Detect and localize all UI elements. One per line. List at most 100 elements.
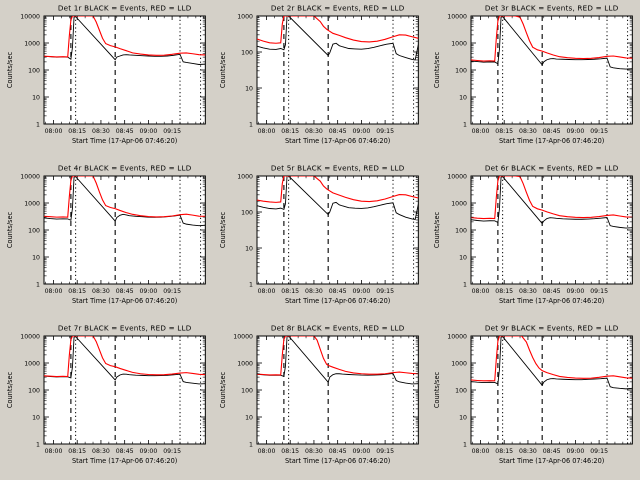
y-tick-label: 10000 xyxy=(447,333,467,340)
x-tick-label: 08:30 xyxy=(305,128,323,135)
x-tick-label: 09:15 xyxy=(377,288,395,295)
x-tick-label: 09:15 xyxy=(590,288,608,295)
x-tick-label: 09:00 xyxy=(353,128,371,135)
series-events xyxy=(43,336,206,385)
y-axis-label: Counts/sec xyxy=(6,51,14,88)
x-tick-label: 08:15 xyxy=(495,128,513,135)
y-tick-label: 100 xyxy=(242,387,254,394)
y-tick-label: 10 xyxy=(32,254,40,261)
x-tick-label: 08:45 xyxy=(542,128,560,135)
y-tick-label: 1 xyxy=(36,281,40,288)
y-axis-label: Counts/sec xyxy=(433,51,441,88)
plot-panel-3: 1 10 100 1000 10000 08:00 08:15 08:30 08:45 09:00… xyxy=(427,0,640,160)
x-tick-label: 08:00 xyxy=(471,128,489,135)
series-lld xyxy=(43,16,206,58)
x-tick-label: 08:00 xyxy=(258,448,276,455)
x-axis-label: Start Time (17-Apr-06 07:46:20) xyxy=(285,137,390,145)
y-tick-label: 10 xyxy=(245,85,253,92)
plot-panel-5: 1 10 100 1000 08:00 08:15 08:30 08:45 09:00 09:15… xyxy=(213,160,426,320)
series-events xyxy=(43,16,206,65)
x-tick-label: 08:30 xyxy=(92,448,110,455)
panel-title: Det 9r BLACK = Events, RED = LLD xyxy=(485,324,619,333)
x-tick-label: 08:30 xyxy=(92,288,110,295)
y-tick-label: 1 xyxy=(36,441,40,448)
x-axis-label: Start Time (17-Apr-06 07:46:20) xyxy=(72,137,177,145)
series-events xyxy=(257,16,419,61)
x-tick-label: 08:15 xyxy=(68,448,86,455)
panel-title: Det 5r BLACK = Events, RED = LLD xyxy=(271,164,405,173)
y-tick-label: 10000 xyxy=(447,13,467,20)
y-tick-label: 1000 xyxy=(451,200,467,207)
y-tick-label: 100 xyxy=(28,387,40,394)
series-events xyxy=(257,336,419,385)
y-tick-label: 100 xyxy=(28,67,40,74)
y-tick-label: 10000 xyxy=(234,333,254,340)
x-tick-label: 09:15 xyxy=(590,128,608,135)
series-lld xyxy=(257,336,419,376)
x-axis-label: Start Time (17-Apr-06 07:46:20) xyxy=(285,297,390,305)
x-tick-label: 09:00 xyxy=(566,448,584,455)
x-tick-label: 08:45 xyxy=(329,448,347,455)
x-tick-label: 08:00 xyxy=(471,288,489,295)
x-tick-label: 09:15 xyxy=(163,288,181,295)
y-tick-label: 1 xyxy=(463,281,467,288)
y-axis-label: Counts/sec xyxy=(219,211,227,248)
x-tick-label: 08:30 xyxy=(305,448,323,455)
plot-frame xyxy=(43,335,206,445)
x-tick-label: 09:00 xyxy=(139,288,157,295)
x-axis-label: Start Time (17-Apr-06 07:46:20) xyxy=(72,297,177,305)
series-events xyxy=(43,176,206,227)
series-lld xyxy=(43,336,206,378)
y-tick-label: 10000 xyxy=(20,173,40,180)
plot-frame xyxy=(43,15,206,125)
series-events xyxy=(470,16,632,70)
panel-title: Det 8r BLACK = Events, RED = LLD xyxy=(271,324,405,333)
x-tick-label: 09:00 xyxy=(353,288,371,295)
x-axis-label: Start Time (17-Apr-06 07:46:20) xyxy=(499,297,604,305)
x-tick-label: 08:45 xyxy=(542,448,560,455)
y-tick-label: 100 xyxy=(242,49,254,56)
x-tick-label: 09:15 xyxy=(163,128,181,135)
x-tick-label: 09:00 xyxy=(353,448,371,455)
y-tick-label: 10 xyxy=(32,94,40,101)
x-tick-label: 09:00 xyxy=(139,128,157,135)
y-axis-label: Counts/sec xyxy=(6,371,14,408)
plot-panel-4: 1 10 100 1000 10000 08:00 08:15 08:30 08:45 09:00… xyxy=(0,160,213,320)
series-lld xyxy=(257,16,419,44)
y-axis-label: Counts/sec xyxy=(433,211,441,248)
x-tick-label: 09:15 xyxy=(590,448,608,455)
x-tick-label: 08:45 xyxy=(329,128,347,135)
plot-frame xyxy=(43,175,206,285)
x-tick-label: 08:00 xyxy=(258,128,276,135)
plot-panel-2: 1 10 100 1000 08:00 08:15 08:30 08:45 09:00 09:15… xyxy=(213,0,426,160)
series-lld xyxy=(470,336,632,382)
x-tick-label: 09:00 xyxy=(139,448,157,455)
x-tick-label: 08:15 xyxy=(282,448,300,455)
y-tick-label: 100 xyxy=(28,227,40,234)
series-events xyxy=(257,176,419,220)
y-tick-label: 1 xyxy=(463,441,467,448)
series-lld xyxy=(43,176,206,218)
y-tick-label: 100 xyxy=(455,387,467,394)
x-axis-label: Start Time (17-Apr-06 07:46:20) xyxy=(499,457,604,465)
y-tick-label: 10 xyxy=(245,245,253,252)
x-tick-label: 08:30 xyxy=(519,128,537,135)
x-tick-label: 09:15 xyxy=(163,448,181,455)
panel-title: Det 1r BLACK = Events, RED = LLD xyxy=(58,4,192,13)
x-axis-label: Start Time (17-Apr-06 07:46:20) xyxy=(72,457,177,465)
y-axis-label: Counts/sec xyxy=(219,371,227,408)
x-tick-label: 08:45 xyxy=(116,128,134,135)
y-tick-label: 1 xyxy=(36,121,40,128)
panel-title: Det 2r BLACK = Events, RED = LLD xyxy=(271,4,405,13)
x-tick-label: 08:45 xyxy=(542,288,560,295)
panel-title: Det 3r BLACK = Events, RED = LLD xyxy=(485,4,619,13)
panel-title: Det 4r BLACK = Events, RED = LLD xyxy=(58,164,192,173)
x-tick-label: 08:30 xyxy=(92,128,110,135)
x-tick-label: 08:30 xyxy=(519,448,537,455)
y-tick-label: 1000 xyxy=(451,40,467,47)
x-tick-label: 08:00 xyxy=(45,448,63,455)
x-tick-label: 09:00 xyxy=(566,128,584,135)
plot-frame xyxy=(470,175,633,285)
y-tick-label: 100 xyxy=(242,209,254,216)
